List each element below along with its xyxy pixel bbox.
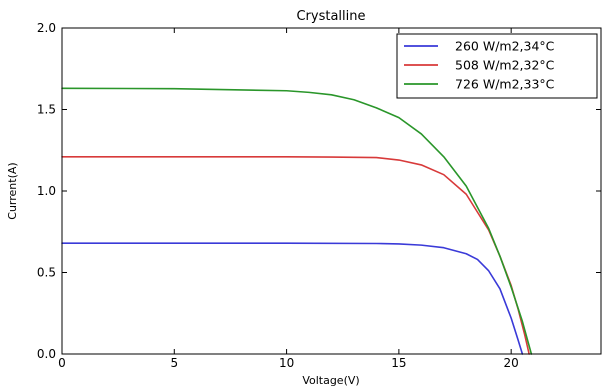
legend-label-0: 260 W/m2,34°C: [455, 39, 555, 54]
legend-box: [396, 33, 598, 99]
y-tick-label-4: 2.0: [37, 21, 56, 35]
x-tick-label-4: 20: [504, 356, 519, 370]
x-tick-label-0: 0: [58, 356, 66, 370]
legend-label-1: 508 W/m2,32°C: [455, 58, 555, 73]
x-tick-label-1: 5: [170, 356, 178, 370]
legend: 260 W/m2,34°C 508 W/m2,32°C 726 W/m2,33°C: [396, 33, 598, 99]
chart-title: Crystalline: [296, 9, 365, 24]
y-tick-label-2: 1.0: [37, 184, 56, 198]
x-axis-label: Voltage(V): [302, 374, 359, 387]
legend-label-2: 726 W/m2,33°C: [455, 77, 555, 92]
x-tick-label-3: 15: [391, 356, 406, 370]
series-layer: [61, 87, 533, 355]
y-tick-label-0: 0.0: [37, 347, 56, 361]
series-line-0: [61, 242, 524, 355]
y-tick-label-1: 0.5: [37, 266, 56, 280]
series-line-2: [61, 87, 533, 355]
y-axis-label: Current(A): [6, 162, 19, 219]
x-tick-label-2: 10: [279, 356, 294, 370]
ticks-layer: 0 5 10 15 20 0.0 0.5 1.0 1.5 2.0: [37, 21, 601, 370]
y-tick-label-3: 1.5: [37, 103, 56, 117]
